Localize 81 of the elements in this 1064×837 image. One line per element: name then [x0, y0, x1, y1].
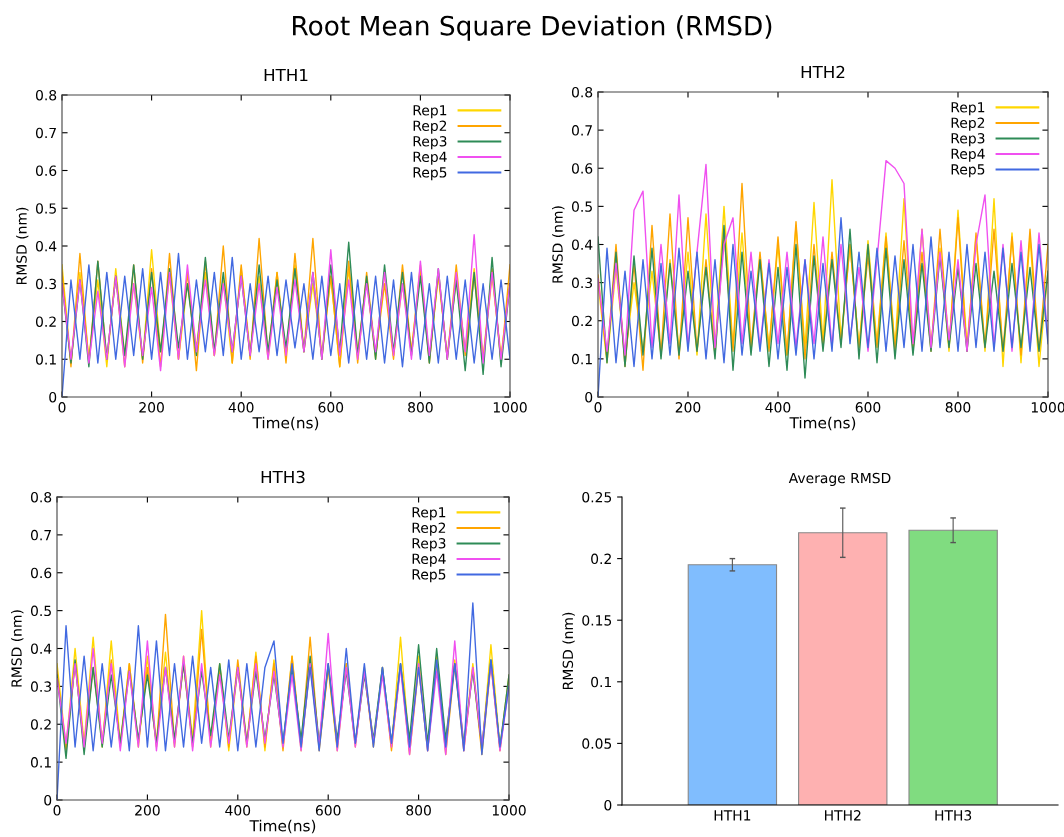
x-tick-label: 200: [139, 402, 164, 413]
legend-label: Rep4: [951, 148, 985, 162]
x-axis-title: Time(ns): [249, 819, 316, 834]
text: Root Mean Square Deviation (RMSD): [293, 15, 772, 41]
x-tick-label: HTH1: [714, 810, 751, 821]
y-tick-label: 0.1: [591, 676, 611, 688]
y-tick-label: 0.15: [582, 615, 612, 626]
y-tick-label: 0.2: [35, 316, 56, 327]
legend-label: Rep4: [412, 553, 446, 567]
legend-label: Rep3: [412, 538, 446, 552]
x-tick-label: 1000: [493, 402, 527, 413]
chart-title: HTH1: [264, 68, 308, 82]
bar: [908, 529, 998, 805]
x-axis-title: Time(ns): [789, 416, 856, 431]
x-tick-label: 400: [228, 402, 254, 413]
x-tick-label: 600: [318, 402, 344, 413]
y-axis-title: RMSD (nm): [552, 206, 565, 283]
y-tick-label: 0: [44, 794, 52, 806]
x-tick-label: 800: [408, 402, 433, 413]
y-tick-label: 0.4: [571, 239, 593, 250]
y-tick-label: 0: [585, 391, 593, 403]
y-axis-title: RMSD (nm): [562, 612, 575, 689]
x-tick-label: HTH2: [825, 810, 861, 821]
y-tick-label: 0.2: [591, 553, 611, 565]
x-tick-label: 400: [765, 402, 791, 413]
y-tick-label: 0.6: [35, 165, 57, 176]
y-tick-label: 0.5: [35, 203, 56, 214]
x-tick-label: 800: [406, 805, 431, 816]
bar: [687, 564, 778, 805]
legend-label: Rep3: [951, 133, 985, 147]
y-tick-label: 0.25: [582, 491, 612, 503]
y-tick-label: 0.1: [35, 354, 56, 365]
x-tick-label: 600: [855, 402, 881, 413]
y-tick-label: 0.1: [30, 757, 51, 768]
legend-label: Rep3: [413, 136, 447, 150]
chart-title: HTH3: [261, 470, 305, 484]
y-tick-label: 0.6: [571, 163, 593, 174]
x-tick-label: HTH3: [935, 810, 972, 821]
legend-label: Rep5: [412, 569, 446, 583]
x-tick-label: 0: [58, 402, 66, 413]
y-tick-label: 0.8: [30, 491, 52, 503]
y-tick-label: 0.8: [571, 86, 593, 98]
y-tick-label: 0.4: [30, 643, 52, 654]
y-tick-label: 0.3: [571, 277, 593, 289]
legend-label: Rep5: [951, 164, 985, 178]
y-tick-label: 0.3: [30, 681, 52, 692]
y-tick-label: 0.4: [35, 240, 57, 252]
legend-label: Rep5: [413, 167, 447, 181]
y-tick-label: 0.1: [571, 353, 592, 365]
x-tick-label: 1000: [1031, 402, 1064, 413]
chart-title: HTH2: [801, 65, 845, 79]
y-axis-title: RMSD (nm): [11, 610, 24, 687]
y-tick-label: 0: [49, 391, 57, 403]
x-tick-label: 800: [945, 402, 971, 413]
x-axis-title: Time(ns): [252, 416, 319, 431]
x-tick-label: 200: [135, 805, 160, 816]
legend-label: Rep1: [413, 105, 447, 119]
y-tick-label: 0.8: [35, 89, 57, 101]
y-tick-label: 0.6: [30, 567, 52, 579]
x-tick-label: 200: [675, 402, 701, 413]
legend-label: Rep2: [412, 522, 446, 536]
y-axis-title: RMSD (nm): [16, 207, 29, 284]
y-tick-label: 0.3: [35, 278, 57, 290]
y-tick-label: 0.7: [571, 125, 592, 136]
x-tick-label: 400: [225, 805, 251, 816]
chart-title: Average RMSD: [788, 472, 891, 486]
y-tick-label: 0.05: [582, 738, 612, 749]
x-tick-label: 600: [315, 805, 341, 816]
bar: [798, 532, 888, 805]
x-tick-label: 1000: [492, 805, 526, 816]
legend-label: Rep1: [951, 102, 985, 116]
y-tick-label: 0.7: [35, 127, 56, 139]
legend-label: Rep2: [413, 120, 447, 134]
legend-label: Rep2: [951, 117, 985, 131]
y-tick-label: 0.5: [571, 201, 592, 212]
y-tick-label: 0.5: [30, 605, 51, 617]
y-tick-label: 0.7: [30, 529, 51, 541]
legend-label: Rep1: [412, 507, 446, 521]
legend-label: Rep4: [413, 151, 447, 165]
y-tick-label: 0.2: [30, 719, 51, 730]
y-tick-label: 0.2: [571, 315, 592, 327]
